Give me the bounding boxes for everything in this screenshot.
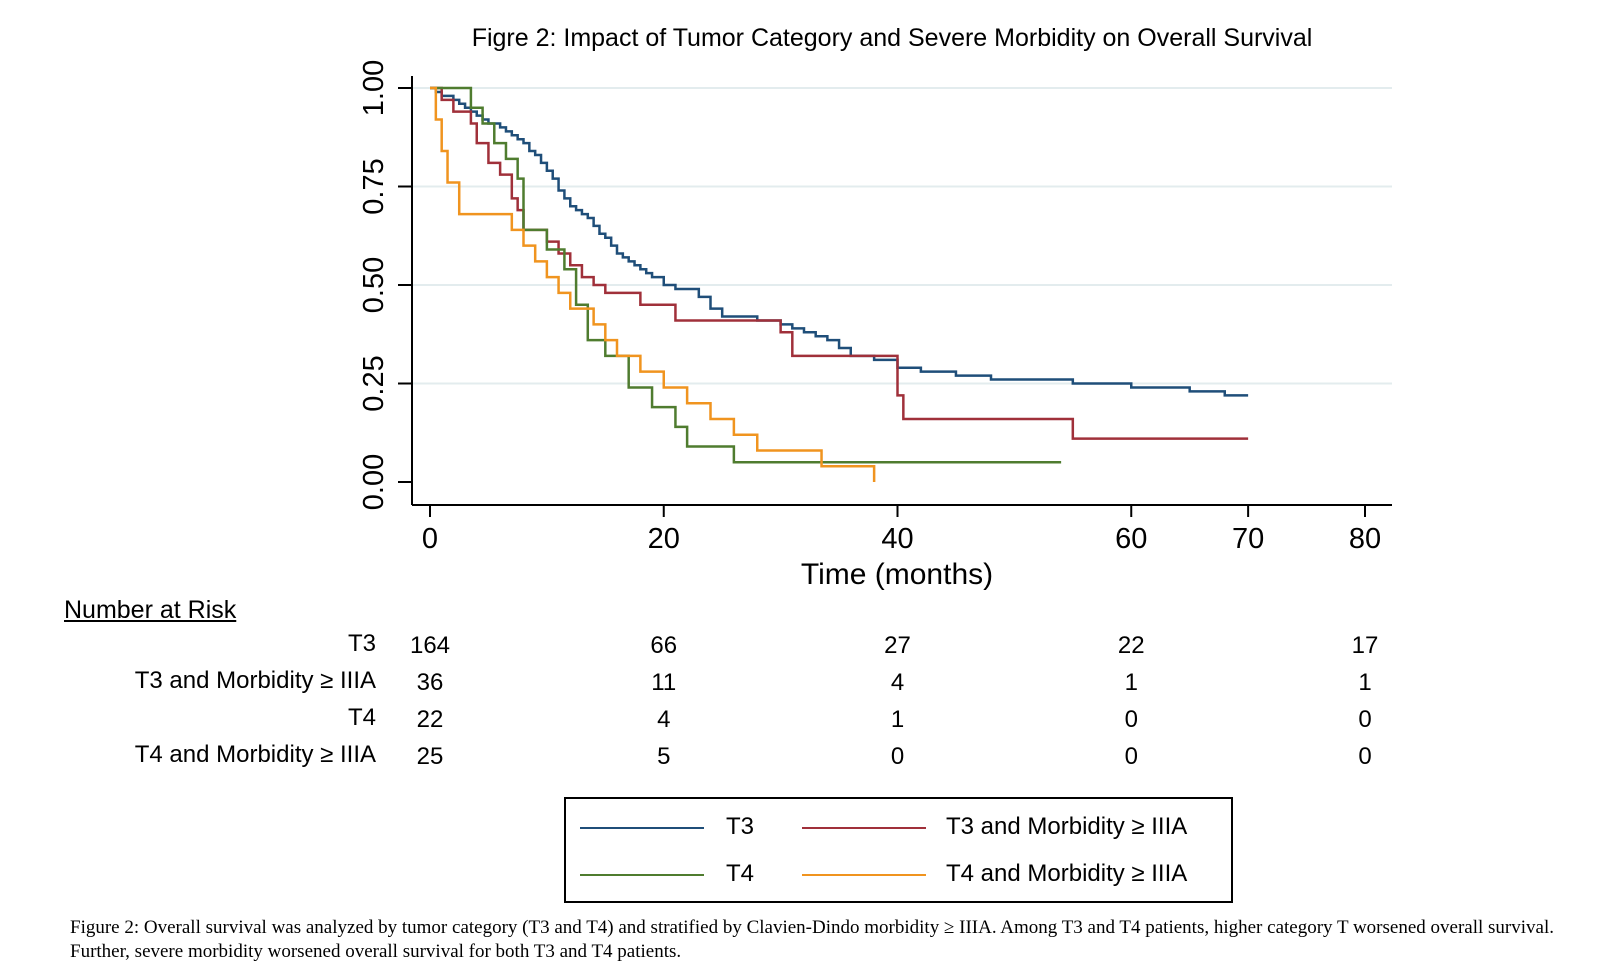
figure-caption: Figure 2: Overall survival was analyzed …: [70, 917, 1554, 962]
risk-cell: 11: [651, 669, 677, 696]
risk-cell: 1: [1358, 669, 1372, 696]
x-axis-label: Time (months): [801, 558, 993, 591]
risk-cell: 0: [890, 743, 905, 770]
y-tick-label: 0.25: [358, 355, 390, 411]
series-lines: [430, 86, 1249, 482]
risk-cell: 36: [416, 669, 444, 696]
risk-cell: 25: [416, 743, 444, 770]
risk-cell: 66: [650, 632, 678, 659]
legend-label-t3: T3: [726, 813, 755, 840]
x-tick-label: 40: [881, 523, 913, 555]
risk-cell: 22: [416, 706, 444, 733]
risk-cell: 5: [657, 743, 671, 770]
legend: T3 T3 and Morbidity ≥ IIIA T4 T4 and Mor…: [564, 797, 1233, 903]
series-line-t4: [430, 86, 1062, 464]
risk-row-label: T3 and Morbidity ≥ IIIA: [134, 667, 376, 694]
series-line-t3: [430, 86, 1249, 397]
legend-label-t4-morbidity: T4 and Morbidity ≥ IIIA: [946, 860, 1188, 887]
x-tick-label: 80: [1349, 523, 1381, 555]
series-line-t3-and-morbidity-iiia: [430, 86, 1249, 440]
legend-line-t4-morbidity: [802, 874, 926, 876]
risk-row-label: T3: [347, 630, 376, 657]
risk-cell: 4: [890, 669, 905, 696]
x-tick-label: 20: [648, 523, 680, 555]
legend-label-t4: T4: [726, 860, 755, 887]
legend-label-t3-morbidity: T3 and Morbidity ≥ IIIA: [946, 813, 1188, 840]
x-tick-label: 0: [422, 523, 438, 555]
y-tick-label: 0.50: [358, 257, 390, 313]
series-line-t4-and-morbidity-iiia: [430, 86, 876, 482]
risk-cell: 22: [1117, 632, 1145, 659]
risk-cell: 0: [1124, 743, 1138, 770]
risk-cell: 0: [1358, 743, 1372, 770]
risk-cell: 0: [1124, 706, 1138, 733]
risk-cell: 4: [657, 706, 671, 733]
y-tick-label: 0.00: [358, 454, 390, 510]
legend-line-t3: [580, 827, 704, 829]
legend-line-t3-morbidity: [802, 827, 926, 829]
legend-line-t4: [580, 874, 704, 876]
x-tick-label: 70: [1232, 523, 1264, 555]
risk-cell: 27: [884, 632, 911, 659]
risk-row-label: T4 and Morbidity ≥ IIIA: [134, 741, 376, 768]
risk-table-title: Number at Risk: [64, 596, 237, 624]
y-tick-label: 0.75: [358, 158, 390, 214]
axes: 0.00 0.25 0.50 0.75 1.00 0 20 40 60 70 80: [358, 60, 1392, 555]
risk-cell: 1: [1124, 669, 1138, 696]
risk-cell: 0: [1358, 706, 1372, 733]
risk-row-label: T4: [347, 704, 376, 731]
risk-cell: 17: [1351, 632, 1379, 659]
chart-title: Figre 2: Impact of Tumor Category and Se…: [472, 24, 1313, 52]
risk-cell: 164: [409, 632, 451, 659]
y-tick-label: 1.00: [358, 60, 390, 116]
risk-cell: 1: [890, 706, 905, 733]
grid-lines: [412, 87, 1392, 385]
x-tick-label: 60: [1115, 523, 1147, 555]
